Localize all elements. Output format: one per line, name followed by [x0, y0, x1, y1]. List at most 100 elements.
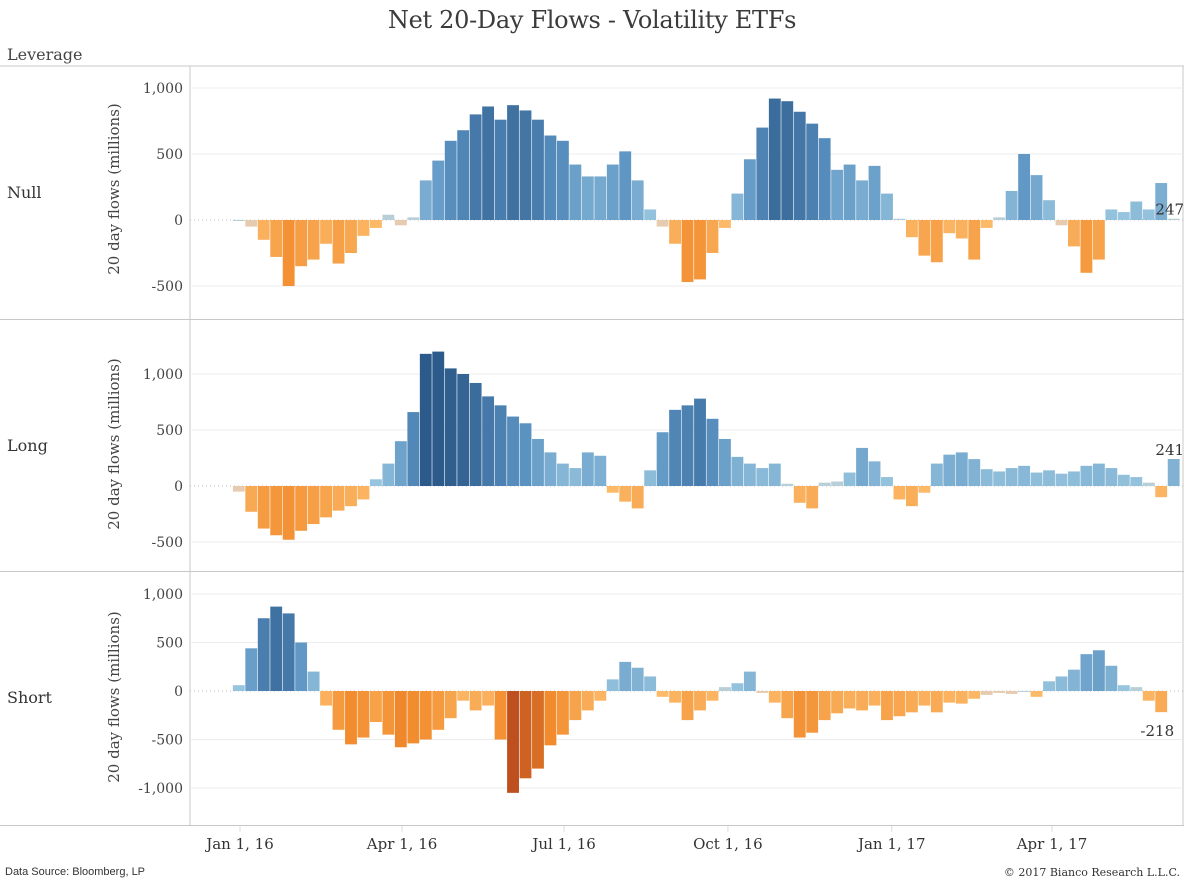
bar	[955, 452, 968, 486]
bar	[1043, 200, 1055, 220]
bar	[432, 351, 445, 486]
bar	[656, 432, 669, 486]
bar	[843, 164, 856, 220]
bar	[980, 469, 993, 486]
bar	[930, 691, 943, 713]
bar	[419, 691, 432, 740]
row-label-short: Short	[7, 688, 52, 707]
bar	[270, 220, 283, 257]
bar	[432, 691, 445, 730]
bar	[232, 685, 245, 691]
bar	[719, 220, 731, 228]
y-tick-label: 500	[156, 636, 183, 652]
bar	[694, 691, 706, 711]
bar	[856, 447, 868, 486]
bar	[419, 180, 432, 220]
bar	[282, 486, 295, 540]
x-tick-label: Jul 1, 16	[530, 835, 595, 853]
y-tick-label: 0	[174, 213, 183, 229]
bar	[482, 691, 495, 706]
bar	[494, 405, 507, 486]
bar	[532, 691, 544, 769]
y-tick-label: -500	[152, 279, 183, 295]
bar	[1005, 190, 1018, 220]
bar	[257, 618, 270, 691]
bar	[1055, 676, 1068, 691]
bar	[556, 691, 569, 735]
bar	[943, 220, 956, 234]
bar	[320, 691, 332, 706]
bar	[905, 486, 918, 507]
bar	[881, 477, 893, 486]
bar	[968, 691, 981, 699]
data-source-note: Data Source: Bloomberg, LP	[5, 866, 146, 878]
bar	[893, 691, 906, 717]
row-label-long: Long	[7, 436, 48, 455]
bar	[905, 220, 918, 238]
bar	[644, 470, 657, 486]
bar	[731, 456, 744, 486]
bar	[1030, 691, 1043, 697]
bar	[656, 691, 669, 697]
bar	[881, 193, 893, 220]
y-tick-label: -1,000	[138, 781, 183, 797]
bar	[1105, 209, 1118, 220]
bar	[407, 412, 420, 486]
bar	[345, 220, 357, 253]
bar	[432, 160, 445, 220]
bar	[257, 486, 270, 529]
bar	[631, 180, 644, 220]
bar	[980, 220, 993, 228]
bar	[1167, 218, 1180, 220]
bar	[619, 486, 632, 502]
bar	[743, 463, 756, 486]
bar	[1142, 209, 1155, 220]
bar	[1130, 477, 1143, 486]
bar	[831, 169, 844, 220]
bar	[793, 691, 806, 738]
bar	[930, 220, 943, 263]
bar	[781, 483, 794, 486]
bar	[1030, 175, 1043, 220]
bar	[731, 683, 744, 691]
bar	[569, 164, 582, 220]
bar	[357, 220, 370, 236]
bar	[407, 691, 420, 744]
bar	[893, 218, 906, 220]
x-tick-label: Apr 1, 17	[1016, 835, 1088, 853]
bar	[694, 220, 706, 280]
bar	[768, 98, 781, 220]
bar	[245, 220, 258, 227]
bar	[394, 441, 407, 486]
bar	[282, 613, 295, 691]
bar	[507, 416, 519, 486]
bar	[881, 691, 893, 721]
bar	[631, 486, 644, 509]
bar	[843, 472, 856, 486]
bar	[295, 220, 308, 267]
bar	[519, 691, 532, 779]
copyright-note: © 2017 Bianco Research L.L.C.	[1003, 866, 1180, 879]
bar	[1043, 681, 1055, 691]
bar	[1117, 474, 1130, 486]
bar	[581, 452, 594, 486]
bar	[569, 691, 582, 721]
bar	[631, 667, 644, 691]
bar	[619, 661, 632, 691]
bar	[482, 396, 495, 486]
bar	[494, 691, 507, 740]
bar	[307, 671, 320, 691]
end-value-label: 241	[1155, 441, 1184, 459]
bar	[781, 691, 794, 719]
y-tick-label: 500	[156, 423, 183, 439]
bar	[332, 486, 345, 511]
bar	[556, 140, 569, 220]
bar	[332, 691, 345, 730]
bar	[569, 468, 582, 486]
bar	[681, 220, 694, 283]
bar	[1092, 463, 1105, 486]
bar	[918, 486, 931, 493]
bar	[955, 220, 968, 239]
bar	[1092, 220, 1105, 260]
bar	[369, 220, 382, 228]
